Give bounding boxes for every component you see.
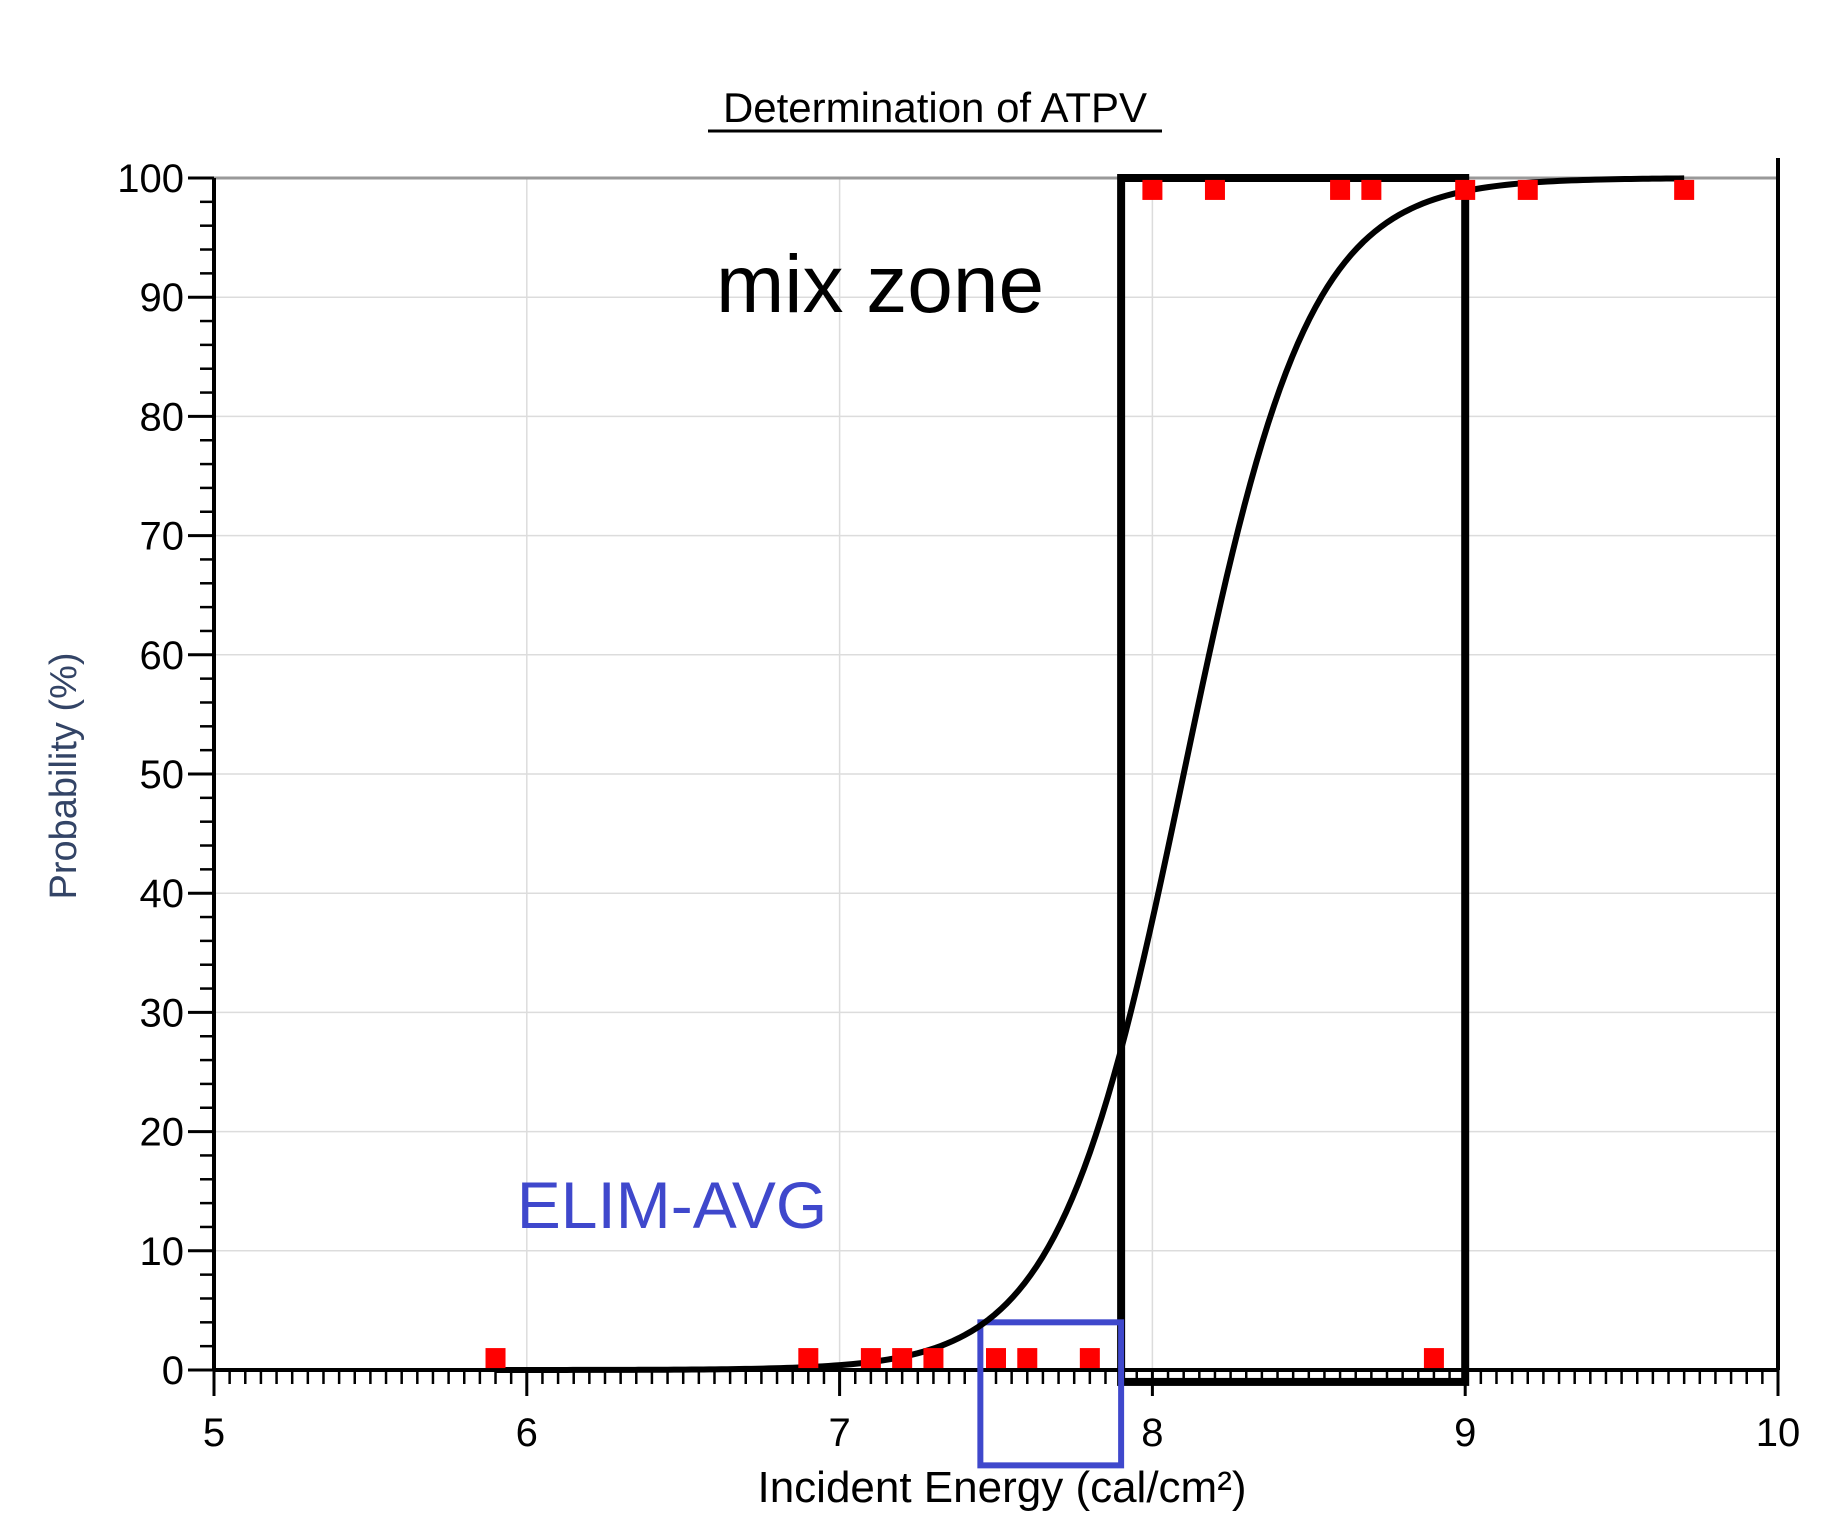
data-point: [1517, 179, 1538, 200]
data-point: [892, 1348, 913, 1369]
data-point: [1017, 1348, 1038, 1369]
data-point: [1423, 1348, 1444, 1369]
y-tick-label: 40: [140, 872, 185, 916]
data-point: [1674, 179, 1695, 200]
y-axis: 0 10 20 30 40 50 60 70 80 90 100: [117, 157, 214, 1393]
data-point: [798, 1348, 819, 1369]
chart-title: Determination of ATPV: [723, 84, 1147, 131]
mix-zone-label: mix zone: [716, 239, 1044, 330]
grid: [213, 177, 1779, 1371]
data-point: [860, 1348, 881, 1369]
x-tick-label: 6: [516, 1411, 538, 1455]
elim-avg-box: [977, 1319, 1125, 1469]
y-tick-label: 100: [117, 157, 184, 201]
x-tick-label: 10: [1756, 1411, 1801, 1455]
plot-area: 0 10 20 30 40 50 60 70 80 90 100 5 6 7 8 9 10: [117, 157, 1800, 1469]
x-tick-label: 9: [1454, 1411, 1476, 1455]
data-point: [1079, 1348, 1100, 1369]
mix-zone-box: [1117, 174, 1470, 1386]
data-point: [986, 1348, 1006, 1369]
y-axis-label: Probability (%): [43, 652, 85, 899]
y-tick-label: 0: [162, 1349, 184, 1393]
data-point: [1204, 179, 1225, 200]
elim-avg-label: ELIM-AVG: [517, 1168, 828, 1242]
regions: [977, 174, 1470, 1469]
y-tick-label: 90: [140, 276, 185, 320]
y-tick-label: 60: [140, 634, 185, 678]
y-tick-label: 70: [140, 515, 185, 559]
x-axis-label: Incident Energy (cal/cm²): [757, 1463, 1246, 1512]
data-point: [923, 1348, 944, 1369]
fit-curve: [495, 175, 1685, 1373]
plot-frame: [212, 158, 1780, 1372]
data-points: [485, 179, 1695, 1369]
y-tick-label: 30: [140, 991, 185, 1035]
data-point: [1142, 179, 1163, 200]
x-axis: 5 6 7 8 9 10: [203, 1370, 1800, 1455]
y-tick-label: 80: [140, 395, 185, 439]
x-tick-label: 7: [828, 1411, 850, 1455]
data-point: [1455, 179, 1476, 200]
x-tick-label: 8: [1141, 1411, 1163, 1455]
y-tick-label: 20: [140, 1111, 185, 1155]
data-point: [1361, 179, 1382, 200]
data-point: [485, 1348, 506, 1369]
y-tick-label: 50: [140, 753, 185, 797]
y-tick-label: 10: [140, 1230, 185, 1274]
x-tick-label: 5: [203, 1411, 225, 1455]
data-point: [1330, 179, 1351, 200]
